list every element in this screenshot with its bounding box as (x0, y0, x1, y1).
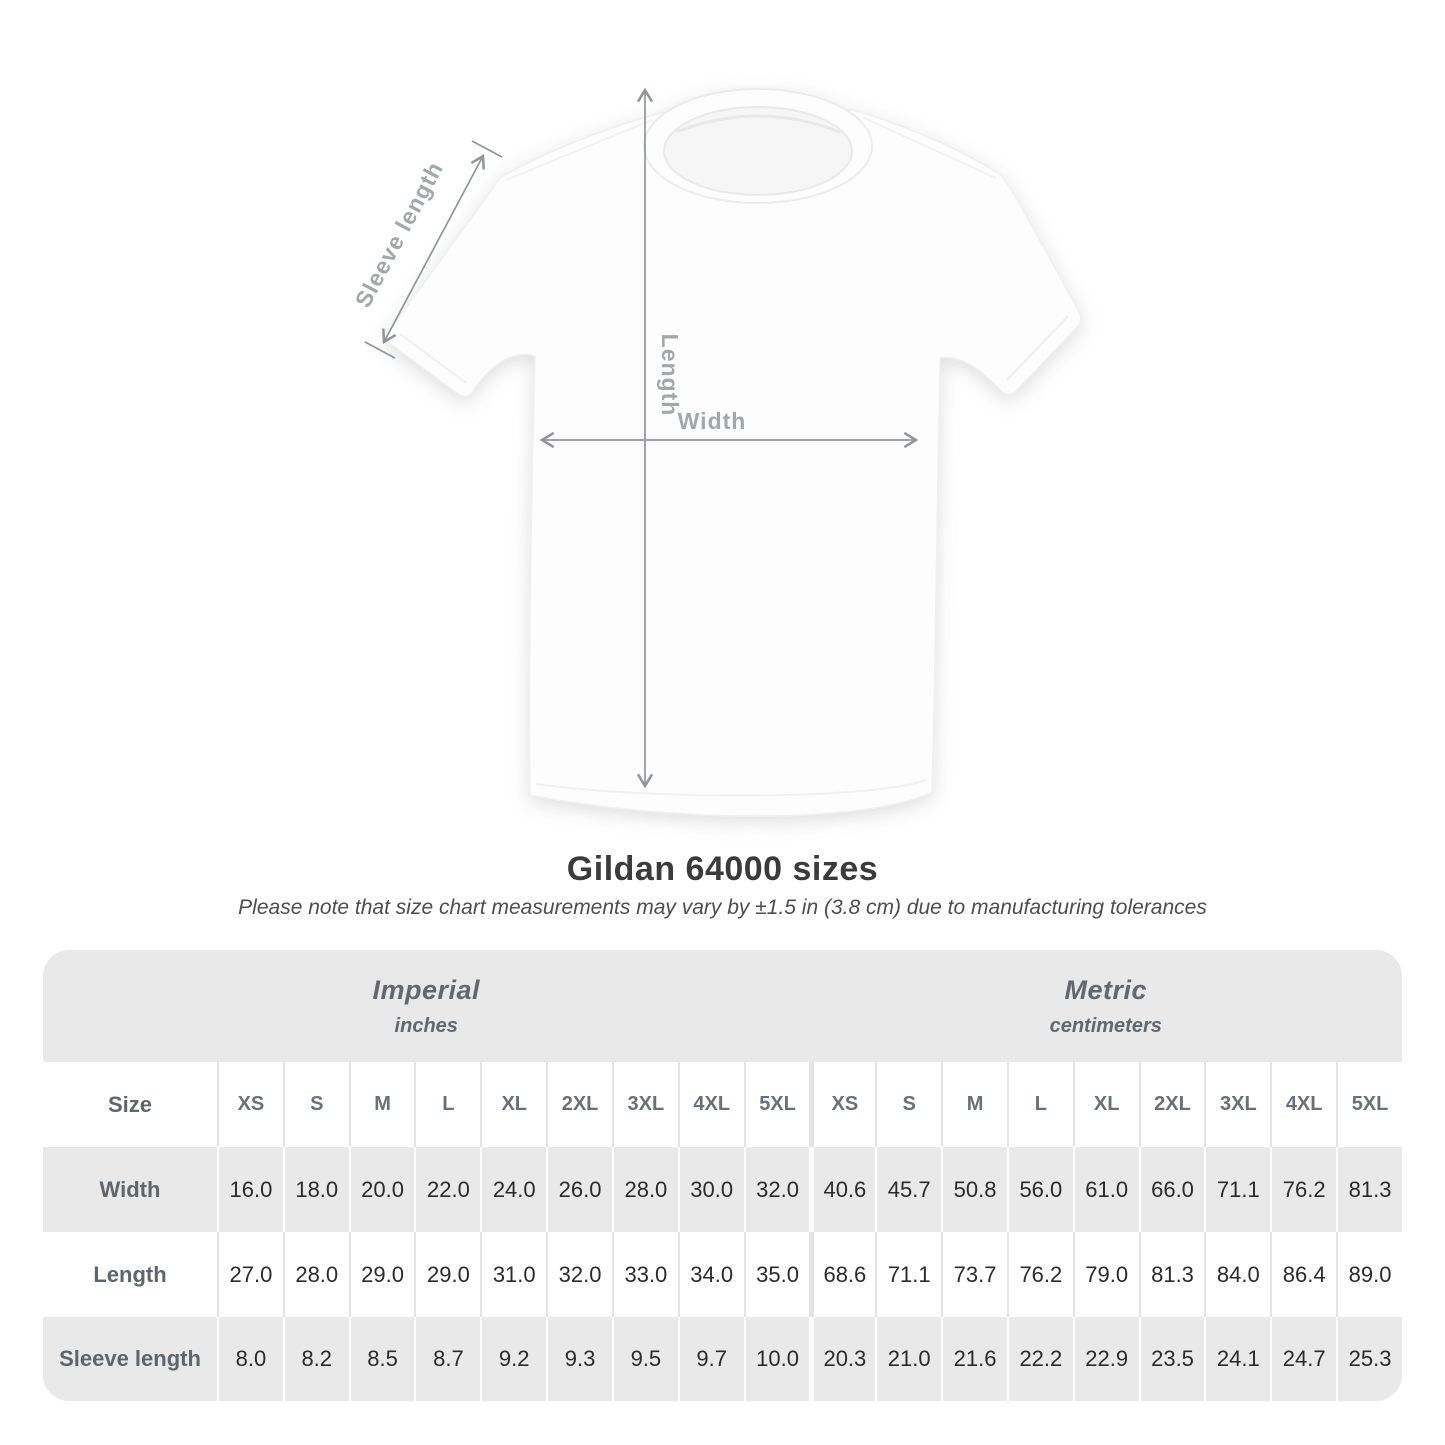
value-cell: 32.0 (743, 1147, 810, 1232)
tshirt-image (386, 88, 1082, 817)
size-column-header: Size (43, 1062, 217, 1147)
size-header-metric-l: L (1006, 1062, 1073, 1147)
metric-group-header: Metric centimeters (809, 950, 1402, 1062)
value-cell: 81.3 (1138, 1232, 1205, 1317)
value-cell: 16.0 (217, 1147, 283, 1232)
unit-group-row: Imperial inches Metric centimeters (43, 950, 1402, 1062)
size-header-imperial-m: M (348, 1062, 415, 1147)
tolerance-note: Please note that size chart measurements… (238, 896, 1207, 919)
value-cell: 27.0 (217, 1232, 283, 1317)
value-cell: 31.0 (480, 1232, 547, 1317)
value-cell: 22.2 (1006, 1317, 1073, 1401)
value-cell: 8.7 (414, 1317, 481, 1401)
width-label: Width (678, 408, 747, 434)
value-cell: 22.0 (414, 1147, 481, 1232)
value-cell: 21.6 (941, 1317, 1007, 1401)
size-header-metric-xl: XL (1072, 1062, 1139, 1147)
value-cell: 61.0 (1072, 1147, 1139, 1232)
value-cell: 71.1 (875, 1232, 942, 1317)
value-cell: 81.3 (1336, 1147, 1402, 1232)
size-table: Imperial inches Metric centimeters Size … (43, 950, 1402, 1401)
value-cell: 71.1 (1204, 1147, 1271, 1232)
value-cell: 66.0 (1138, 1147, 1205, 1232)
size-header-metric-s: S (875, 1062, 942, 1147)
value-cell: 18.0 (282, 1147, 349, 1232)
size-header-imperial-s: S (282, 1062, 349, 1147)
value-cell: 32.0 (546, 1232, 612, 1317)
size-header-metric-2xl: 2XL (1138, 1062, 1205, 1147)
size-header-metric-5xl: 5XL (1336, 1062, 1402, 1147)
sleeve-length-arrow (364, 140, 503, 359)
value-cell: 29.0 (414, 1232, 481, 1317)
value-cell: 24.0 (480, 1147, 547, 1232)
value-cell: 86.4 (1270, 1232, 1337, 1317)
value-cell: 89.0 (1336, 1232, 1402, 1317)
value-cell: 76.2 (1006, 1232, 1073, 1317)
size-header-imperial-xl: XL (480, 1062, 547, 1147)
value-cell: 10.0 (743, 1317, 810, 1401)
value-cell: 8.5 (348, 1317, 415, 1401)
value-cell: 45.7 (875, 1147, 942, 1232)
value-cell: 33.0 (611, 1232, 678, 1317)
value-cell: 84.0 (1204, 1232, 1271, 1317)
value-cell: 9.3 (546, 1317, 612, 1401)
value-cell: 26.0 (546, 1147, 612, 1232)
value-cell: 28.0 (282, 1232, 349, 1317)
value-cell: 25.3 (1336, 1317, 1402, 1401)
value-cell: 73.7 (941, 1232, 1007, 1317)
metric-group-title: Metric (1064, 974, 1147, 1005)
tshirt-diagram-svg: Length Width Sleeve length (350, 87, 1082, 817)
imperial-group-header: Imperial inches (43, 950, 810, 1062)
value-cell: 21.0 (875, 1317, 942, 1401)
imperial-group-unit: inches (394, 1014, 458, 1037)
value-cell: 24.7 (1270, 1317, 1337, 1401)
size-header-metric-4xl: 4XL (1270, 1062, 1337, 1147)
value-cell: 28.0 (611, 1147, 678, 1232)
size-header-metric-m: M (941, 1062, 1007, 1147)
size-header-imperial-5xl: 5XL (743, 1062, 810, 1147)
value-cell: 30.0 (677, 1147, 744, 1232)
collar-inner (663, 106, 853, 196)
value-cell: 8.0 (217, 1317, 283, 1401)
value-cell: 34.0 (677, 1232, 744, 1317)
value-cell: 23.5 (1138, 1317, 1205, 1401)
value-cell: 9.7 (677, 1317, 744, 1401)
sleeve-length-row: Sleeve length 8.0 8.2 8.5 8.7 9.2 9.3 9.… (43, 1317, 1402, 1401)
row-label-length: Length (93, 1261, 167, 1287)
value-cell: 20.0 (348, 1147, 415, 1232)
value-cell: 40.6 (809, 1147, 876, 1232)
metric-group-unit: centimeters (1049, 1014, 1162, 1037)
row-label-width: Width (43, 1147, 217, 1232)
value-cell: 29.0 (348, 1232, 415, 1317)
value-cell: 9.2 (480, 1317, 547, 1401)
length-label: Length (657, 334, 683, 417)
value-cell: 22.9 (1072, 1317, 1139, 1401)
size-header-row: Size XS S M L XL 2XL 3XL 4XL 5XL XS S M … (43, 1062, 1402, 1147)
size-header-imperial-xs: XS (217, 1062, 283, 1147)
length-row: Length 27.0 28.0 29.0 29.0 31.0 32.0 33.… (43, 1232, 1402, 1317)
value-cell: 56.0 (1006, 1147, 1073, 1232)
row-label-sleeve-length: Sleeve length (43, 1317, 217, 1401)
value-cell: 9.5 (611, 1317, 678, 1401)
value-cell: 8.2 (282, 1317, 349, 1401)
value-cell: 68.6 (809, 1232, 876, 1317)
value-cell: 24.1 (1204, 1317, 1271, 1401)
tshirt-measurement-diagram: Length Width Sleeve length (350, 87, 1082, 817)
value-cell: 50.8 (941, 1147, 1007, 1232)
size-header-imperial-l: L (414, 1062, 481, 1147)
size-header-imperial-2xl: 2XL (546, 1062, 612, 1147)
imperial-group-title: Imperial (372, 974, 480, 1005)
size-header-metric-3xl: 3XL (1204, 1062, 1271, 1147)
value-cell: 20.3 (809, 1317, 876, 1401)
page-title: Gildan 64000 sizes (566, 850, 879, 888)
value-cell: 76.2 (1270, 1147, 1337, 1232)
width-row: Width 16.0 18.0 20.0 22.0 24.0 26.0 28.0… (43, 1147, 1402, 1232)
size-header-metric-xs: XS (809, 1062, 876, 1147)
size-header-imperial-3xl: 3XL (611, 1062, 678, 1147)
value-cell: 79.0 (1072, 1232, 1139, 1317)
value-cell: 35.0 (743, 1232, 810, 1317)
size-header-imperial-4xl: 4XL (677, 1062, 744, 1147)
size-table-grid: Imperial inches Metric centimeters Size … (43, 950, 1402, 1401)
